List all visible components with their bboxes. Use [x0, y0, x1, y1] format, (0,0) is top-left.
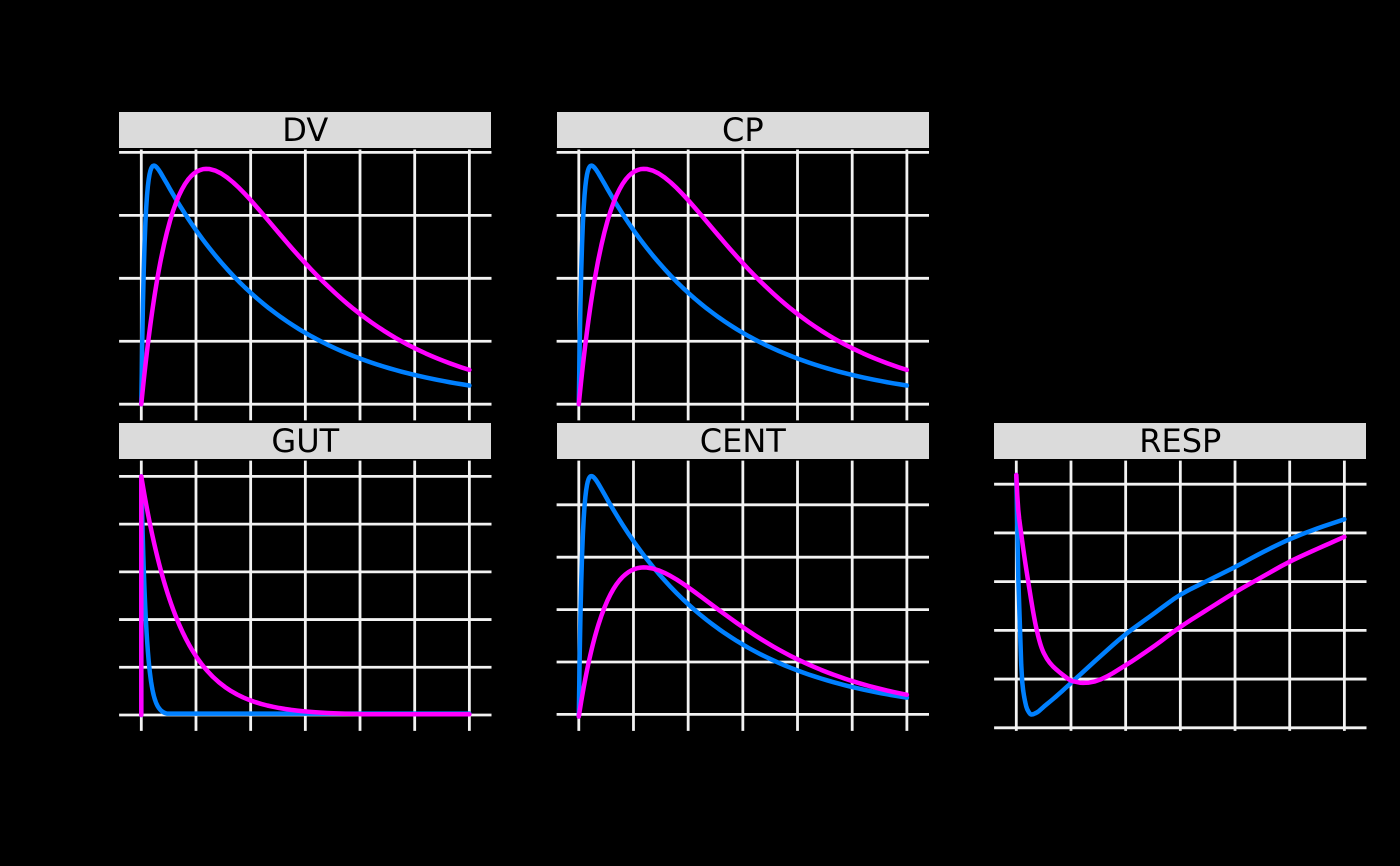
facet-strip-label-dv: DV — [282, 110, 329, 149]
facet-strip-gut: GUT — [119, 421, 492, 460]
facet-panel-cp — [556, 149, 929, 421]
facet-strip-label-cp: CP — [721, 110, 764, 149]
facet-panel-gut — [119, 460, 492, 731]
curve-cent-series-2 — [576, 565, 910, 719]
curve-gut-series-2 — [139, 474, 472, 718]
curve-resp-series-1 — [1014, 472, 1347, 717]
facet-strip-label-gut: GUT — [271, 421, 340, 460]
facet-strip-label-resp: RESP — [1139, 421, 1222, 460]
facet-panel-dv — [119, 149, 492, 421]
facet-panel-cent — [556, 460, 929, 731]
facet-panel-resp — [994, 460, 1367, 731]
curve-cp-series-1 — [576, 163, 910, 407]
facet-strip-dv: DV — [119, 110, 492, 149]
curve-dv-series-1 — [139, 163, 472, 407]
facet-strip-label-cent: CENT — [699, 421, 786, 460]
curve-cent-series-1 — [576, 473, 910, 719]
facet-strip-resp: RESP — [994, 421, 1367, 460]
facet-strip-cp: CP — [556, 110, 929, 149]
curve-resp-series-2 — [1014, 472, 1347, 686]
facet-strip-cent: CENT — [556, 421, 929, 460]
curve-dv-series-2 — [139, 166, 472, 407]
curve-cp-series-2 — [576, 166, 910, 407]
